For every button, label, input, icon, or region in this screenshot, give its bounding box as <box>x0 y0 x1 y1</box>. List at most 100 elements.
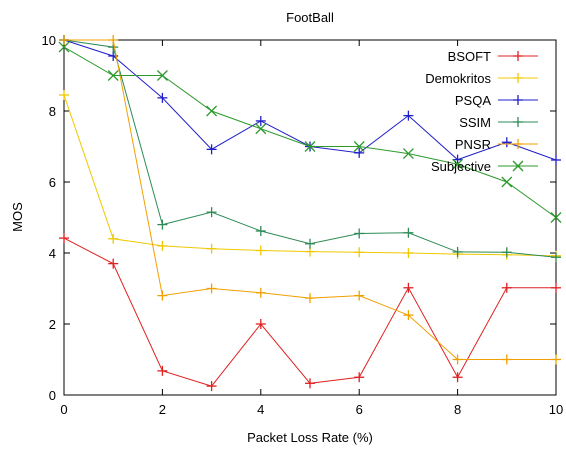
data-point <box>206 243 217 254</box>
data-point <box>59 35 69 45</box>
data-point <box>501 247 512 258</box>
series-line <box>63 237 556 387</box>
data-point <box>501 137 512 148</box>
y-axis-title: MOS <box>10 202 25 232</box>
legend-item-psqa: PSQA <box>455 93 538 108</box>
data-point <box>255 287 266 298</box>
legend-marker <box>513 117 523 127</box>
data-point <box>305 378 315 389</box>
data-point <box>107 70 119 81</box>
legend-label: BSOFT <box>448 49 491 64</box>
data-point <box>353 141 365 152</box>
legend-item-subjective: Subjective <box>431 159 538 174</box>
x-tick-label: 0 <box>60 402 67 417</box>
data-point <box>403 110 414 121</box>
data-point <box>206 144 217 155</box>
series-subjective <box>58 41 562 223</box>
legend-label: Demokritos <box>425 71 491 86</box>
data-point <box>551 252 561 263</box>
data-point <box>403 248 414 258</box>
data-point <box>403 282 414 293</box>
data-point <box>305 293 315 304</box>
data-point <box>157 240 168 251</box>
data-point <box>402 148 414 160</box>
y-tick-label: 8 <box>49 104 56 119</box>
data-point <box>304 141 316 152</box>
legend-item-pnsr: PNSR <box>455 137 538 152</box>
series-ssim <box>59 35 561 263</box>
data-point <box>501 354 512 365</box>
data-point <box>354 372 365 383</box>
data-point <box>403 227 414 238</box>
chart-title: FootBall <box>286 10 334 25</box>
data-point <box>452 158 464 170</box>
legend-item-demokritos: Demokritos <box>425 71 538 86</box>
y-tick-label: 6 <box>49 175 56 190</box>
data-point <box>354 290 365 301</box>
data-point <box>255 245 266 256</box>
data-point <box>354 228 365 239</box>
axes: 0 2 4 6 8 10 0 2 4 6 8 10 <box>42 33 564 417</box>
y-tick-label: 0 <box>49 388 56 403</box>
legend-item-bsoft: BSOFT <box>448 49 538 64</box>
data-point <box>452 372 463 383</box>
data-point <box>501 176 513 188</box>
y-tick-label: 2 <box>49 317 56 332</box>
data-point <box>206 283 217 294</box>
data-point <box>255 319 266 329</box>
x-tick-label: 6 <box>356 402 363 417</box>
data-point <box>157 92 168 103</box>
data-point <box>501 282 512 293</box>
legend-label: Subjective <box>431 159 491 174</box>
data-point <box>157 290 168 301</box>
data-point <box>59 90 69 101</box>
y-tick-label: 10 <box>42 33 56 48</box>
data-point <box>206 381 217 392</box>
series-bsoft <box>59 233 561 392</box>
data-point <box>403 310 414 321</box>
data-point <box>206 105 218 117</box>
legend-label: PNSR <box>455 137 491 152</box>
data-point <box>551 154 561 165</box>
series-line <box>64 39 556 360</box>
data-point <box>108 258 119 269</box>
data-point <box>255 225 266 236</box>
data-point <box>452 354 463 365</box>
data-point <box>255 115 266 126</box>
data-point <box>108 233 119 244</box>
data-point <box>551 354 561 365</box>
data-point <box>108 35 119 45</box>
legend-label: SSIM <box>459 115 491 130</box>
data-point <box>551 282 561 293</box>
data-point <box>157 365 168 376</box>
legend-marker <box>512 160 524 172</box>
data-point <box>59 233 69 244</box>
y-tick-label: 4 <box>49 246 56 261</box>
data-point <box>157 219 168 230</box>
data-point <box>354 147 365 158</box>
x-tick-label: 4 <box>257 402 264 417</box>
data-point <box>354 247 365 258</box>
legend-marker <box>513 139 523 149</box>
legend: BSOFT Demokritos PSQA SSIM PNSR Subjective <box>425 49 538 174</box>
x-axis-title: Packet Loss Rate (%) <box>247 430 373 445</box>
data-point <box>255 123 267 135</box>
data-point <box>58 41 70 53</box>
x-tick-label: 10 <box>549 402 563 417</box>
legend-marker <box>513 73 523 83</box>
series-layer <box>58 35 562 392</box>
series-pnsr <box>59 35 561 365</box>
legend-item-ssim: SSIM <box>459 115 538 130</box>
data-point <box>156 70 168 81</box>
legend-label: PSQA <box>455 93 491 108</box>
data-point <box>452 154 463 165</box>
data-point <box>550 212 562 223</box>
legend-marker <box>513 95 523 105</box>
data-point <box>206 207 217 218</box>
x-tick-label: 2 <box>159 402 166 417</box>
data-point <box>452 246 463 257</box>
legend-marker <box>513 51 523 61</box>
data-point <box>305 238 315 249</box>
x-tick-label: 8 <box>454 402 461 417</box>
